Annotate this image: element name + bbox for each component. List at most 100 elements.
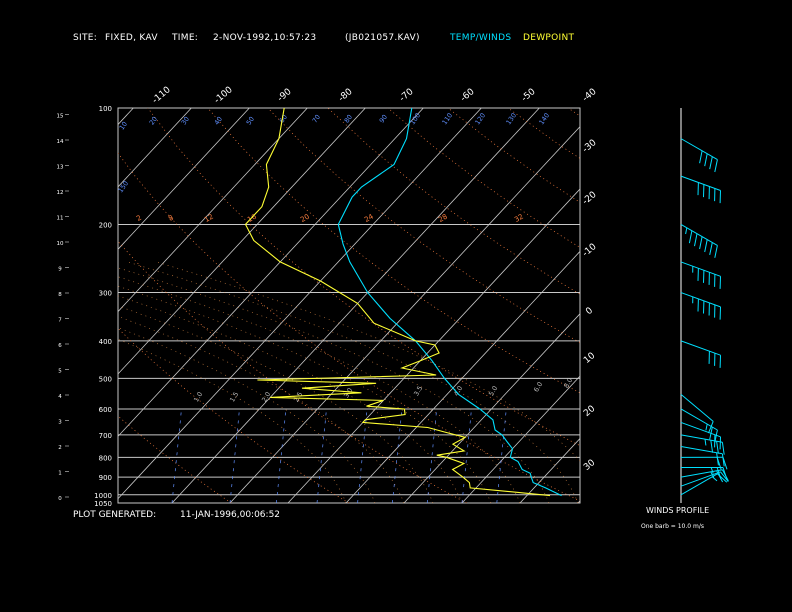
pressure-label: 500 (99, 375, 112, 383)
isotherm-top-label: -90 (276, 87, 294, 104)
time-value: 2-NOV-1992,10:57:23 (213, 33, 317, 43)
dry-adiabat-line (118, 240, 467, 503)
moist-adiabat-line (118, 316, 405, 503)
wind-barb-flag (709, 426, 713, 440)
wind-barb-flag (716, 441, 719, 454)
wind-barb-flag (721, 453, 725, 467)
wind-barb-flag (699, 236, 703, 250)
isotherm-line (0, 108, 17, 503)
wind-barb-flag (714, 429, 718, 443)
dry-adiabat-line (118, 415, 232, 503)
dry-adiabat-line (507, 108, 580, 159)
isotherm-line (577, 500, 580, 503)
mixing-ratio-line (276, 408, 287, 503)
dry-adiabat-line (207, 108, 580, 394)
dry-adiabat-line (118, 327, 350, 503)
mixing-ratio-label: 150 (117, 179, 131, 194)
wind-barb-flag (722, 467, 728, 480)
mixing-ratio-label: 60 (278, 113, 289, 124)
wind-barb-staff (680, 408, 718, 431)
isotherm-top-label: -50 (520, 87, 538, 104)
height-km-label: 0 (58, 496, 62, 502)
mixing-ratio-line (171, 408, 182, 503)
mixing-ratio-line (229, 408, 240, 503)
wind-barb-half-flag (711, 476, 718, 482)
mixing-ratio-label: 40 (213, 115, 224, 126)
moist-adiabat-label: 2.5 (292, 391, 304, 404)
mixing-ratio-line (392, 408, 403, 503)
isotherm-line (229, 126, 580, 503)
isotherm-line (0, 108, 75, 503)
plot-frame (117, 107, 581, 504)
mixing-ratio-label: 50 (245, 115, 256, 126)
moist-adiabat-line (118, 276, 521, 503)
isotherm-line (461, 375, 580, 503)
moist-adiabat-line (127, 261, 579, 503)
height-km-label: 7 (58, 318, 62, 324)
pressure-label: 800 (99, 454, 112, 462)
wind-barb-flag (704, 239, 708, 253)
wind-barb-flag (714, 159, 718, 173)
isotherm-top-label: -110 (151, 85, 173, 106)
site-value: FIXED, KAV (105, 33, 158, 43)
pressure-label: 200 (99, 221, 112, 229)
wind-barb-staff (680, 445, 723, 455)
isotherm-line (287, 188, 580, 503)
height-km-label: 1 (58, 471, 62, 477)
height-km-label: 11 (57, 216, 64, 222)
isotherm-top-label: -80 (337, 87, 355, 104)
height-km-label: 4 (58, 394, 62, 400)
wind-barb-flag (708, 421, 714, 434)
height-km-label: 10 (57, 241, 64, 247)
isotherm-line (636, 108, 792, 503)
wind-barb-flag (694, 233, 698, 247)
moist-adiabat-line (118, 285, 492, 503)
height-km-label: 3 (58, 420, 62, 426)
height-km-label: 13 (57, 165, 64, 171)
moist-adiabat-line (118, 338, 347, 503)
moist-adiabat-line (118, 267, 550, 503)
wind-barb-staff (680, 292, 721, 308)
height-km-label: 8 (58, 292, 62, 298)
isotherm-line (118, 108, 482, 500)
legend-temp: TEMP/WINDS (450, 33, 512, 43)
wind-barb-flag (714, 245, 718, 258)
mixing-ratio-line (496, 408, 507, 503)
isotherm-line (118, 108, 308, 313)
pressure-label: 900 (99, 474, 112, 482)
height-km-label: 15 (57, 114, 64, 120)
mixing-ratio-label: 10 (118, 120, 129, 131)
moist-adiabat-line (118, 327, 376, 503)
dry-adiabat-label: 28 (437, 213, 449, 224)
wind-barb-staff (680, 473, 718, 496)
winds-profile-title: WINDS PROFILE (646, 506, 710, 515)
isotherm-right-label: 30 (582, 458, 597, 473)
dry-adiabat-line (387, 108, 580, 248)
wind-barb-flag (699, 150, 703, 164)
mixing-ratio-label: 30 (180, 115, 191, 126)
pressure-label: 1050 (94, 500, 112, 508)
moist-adiabat-label: 1.5 (228, 391, 240, 404)
file-id: (JB021057.KAV) (345, 33, 420, 43)
mixing-ratio-label: 20 (148, 115, 159, 126)
dry-adiabat-label: 32 (513, 213, 525, 224)
height-km-label: 12 (57, 190, 64, 196)
wind-barb-staff (680, 224, 718, 246)
pressure-label: 600 (99, 406, 112, 414)
isotherm-right-label: -30 (581, 138, 599, 155)
wind-barb-half-flag (710, 471, 715, 478)
isotherm-line (118, 108, 134, 126)
wind-barb-flag (710, 440, 714, 453)
pressure-label: 100 (99, 105, 112, 113)
isotherm-right-label: -20 (581, 190, 599, 207)
wind-barb-flag (716, 467, 722, 480)
isotherm-right-label: 0 (584, 306, 595, 318)
temperature-profile-line (337, 108, 562, 497)
wind-barb-staff (680, 138, 718, 161)
pressure-label: 400 (99, 338, 112, 346)
pressure-label: 700 (99, 432, 112, 440)
dry-adiabat-label: 20 (299, 213, 311, 224)
wind-barb-staff (680, 261, 721, 277)
mixing-ratio-label: 70 (311, 113, 322, 124)
